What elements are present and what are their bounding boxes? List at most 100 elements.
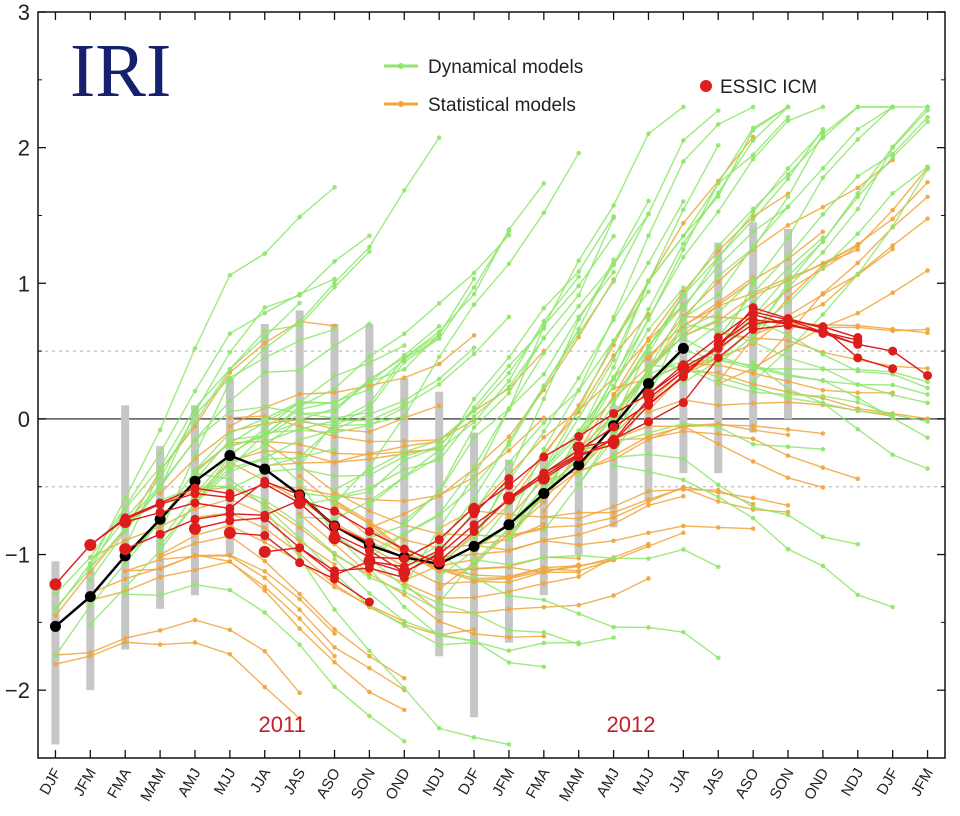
- dynamical-model-point: [436, 454, 442, 459]
- dynamical-model-point: [506, 648, 512, 654]
- dynamical-model-point: [471, 419, 477, 425]
- statistical-model-line: [90, 554, 336, 635]
- statistical-model-line: [613, 430, 859, 480]
- statistical-model-line: [369, 279, 615, 529]
- statistical-model-point: [401, 498, 407, 504]
- dynamical-model-point: [367, 648, 372, 654]
- x-tick-label: DJF: [36, 766, 64, 798]
- statistical-model-point: [646, 357, 651, 362]
- dynamical-model-point: [646, 260, 651, 266]
- dynamical-model-point: [541, 664, 547, 670]
- dynamical-model-point: [401, 623, 407, 629]
- dynamical-model-point: [715, 292, 721, 298]
- statistical-model-point: [436, 595, 442, 601]
- essic-icm-point: [330, 521, 340, 531]
- dynamical-model-point: [576, 641, 582, 647]
- dynamical-model-point: [157, 543, 163, 549]
- statistical-model-point: [541, 604, 547, 610]
- dynamical-model-point: [925, 119, 930, 124]
- dynamical-model-point: [436, 457, 442, 463]
- essic-icm-line: [683, 319, 858, 368]
- statistical-model-point: [262, 568, 268, 574]
- dynamical-model-point: [576, 482, 582, 488]
- dynamical-model-point: [297, 404, 302, 409]
- essic-icm-point: [713, 343, 723, 353]
- essic-icm-point: [713, 353, 723, 363]
- dynamical-model-point: [332, 327, 337, 332]
- dynamical-model-point: [401, 531, 407, 537]
- statistical-model-point: [715, 525, 721, 530]
- statistical-model-point: [157, 628, 163, 633]
- dynamical-model-point: [925, 419, 930, 424]
- x-tick-label: JFM: [70, 766, 99, 800]
- legend-essic-marker: [700, 80, 712, 92]
- dynamical-model-point: [367, 498, 372, 504]
- dynamical-model-point: [785, 395, 791, 401]
- dynamical-model-point: [750, 339, 756, 345]
- y-tick-label: −1: [5, 543, 30, 568]
- statistical-model-point: [227, 553, 233, 559]
- statistical-model-point: [332, 627, 337, 632]
- dynamical-model-point: [541, 429, 547, 434]
- dynamical-model-point: [925, 385, 930, 391]
- dynamical-model-line: [578, 236, 824, 486]
- dynamical-model-point: [332, 343, 337, 349]
- dynamical-model-point: [750, 281, 756, 287]
- observed-point: [503, 519, 515, 531]
- dynamical-model-point: [367, 422, 372, 428]
- essic-icm-point: [364, 597, 374, 607]
- essic-icm-point: [399, 544, 409, 554]
- essic-icm-point: [713, 333, 723, 343]
- dynamical-model-point: [506, 378, 512, 384]
- dynamical-model-point: [576, 611, 582, 616]
- dynamical-model-point: [576, 269, 582, 274]
- essic-icm-line: [125, 480, 370, 543]
- statistical-model-point: [506, 574, 512, 579]
- statistical-model-point: [820, 431, 826, 436]
- essic-icm-point: [607, 435, 620, 448]
- statistical-model-point: [541, 521, 547, 527]
- y-tick-label: 3: [18, 0, 30, 25]
- x-tick-label: MJJ: [211, 766, 239, 798]
- essic-icm-point: [572, 441, 585, 454]
- dynamical-model-point: [750, 505, 756, 510]
- statistical-model-point: [401, 511, 407, 517]
- statistical-model-point: [820, 204, 826, 210]
- dynamical-model-point: [611, 635, 616, 640]
- dynamical-model-point: [401, 398, 407, 403]
- statistical-model-point: [750, 459, 756, 464]
- statistical-model-point: [332, 434, 337, 439]
- dynamical-model-point: [890, 372, 895, 377]
- statistical-model-point: [576, 563, 582, 569]
- dynamical-model-point: [157, 469, 163, 474]
- dynamical-model-point: [681, 456, 686, 461]
- dynamical-model-point: [332, 684, 337, 690]
- dynamical-model-point: [750, 360, 756, 366]
- dynamical-model-point: [611, 401, 616, 407]
- dynamical-model-point: [471, 564, 477, 570]
- dynamical-model-point: [436, 135, 442, 140]
- dynamical-model-point: [541, 318, 547, 324]
- dynamical-model-point: [297, 514, 302, 520]
- dynamical-model-point: [820, 446, 826, 452]
- spread-bar: [574, 446, 583, 555]
- essic-icm-line: [403, 454, 580, 573]
- dynamical-model-point: [646, 556, 651, 561]
- dynamical-model-point: [401, 457, 407, 463]
- y-axis: −2 −1 0 1 2 3: [5, 0, 945, 759]
- dynamical-model-point: [157, 427, 163, 433]
- statistical-model-point: [157, 566, 163, 572]
- essic-icm-point: [923, 371, 933, 381]
- dynamical-model-point: [297, 480, 302, 485]
- dynamical-model-point: [227, 443, 233, 449]
- dynamical-model-point: [890, 224, 895, 229]
- essic-icm-point: [119, 515, 132, 528]
- dynamical-model-point: [297, 368, 302, 373]
- x-tick-label: DJF: [455, 766, 483, 798]
- statistical-model-point: [367, 689, 372, 695]
- essic-icm-point: [364, 526, 374, 536]
- dynamical-model-point: [471, 396, 477, 402]
- dynamical-model-point: [192, 388, 198, 394]
- dynamical-model-point: [332, 386, 337, 392]
- statistical-model-point: [715, 441, 721, 447]
